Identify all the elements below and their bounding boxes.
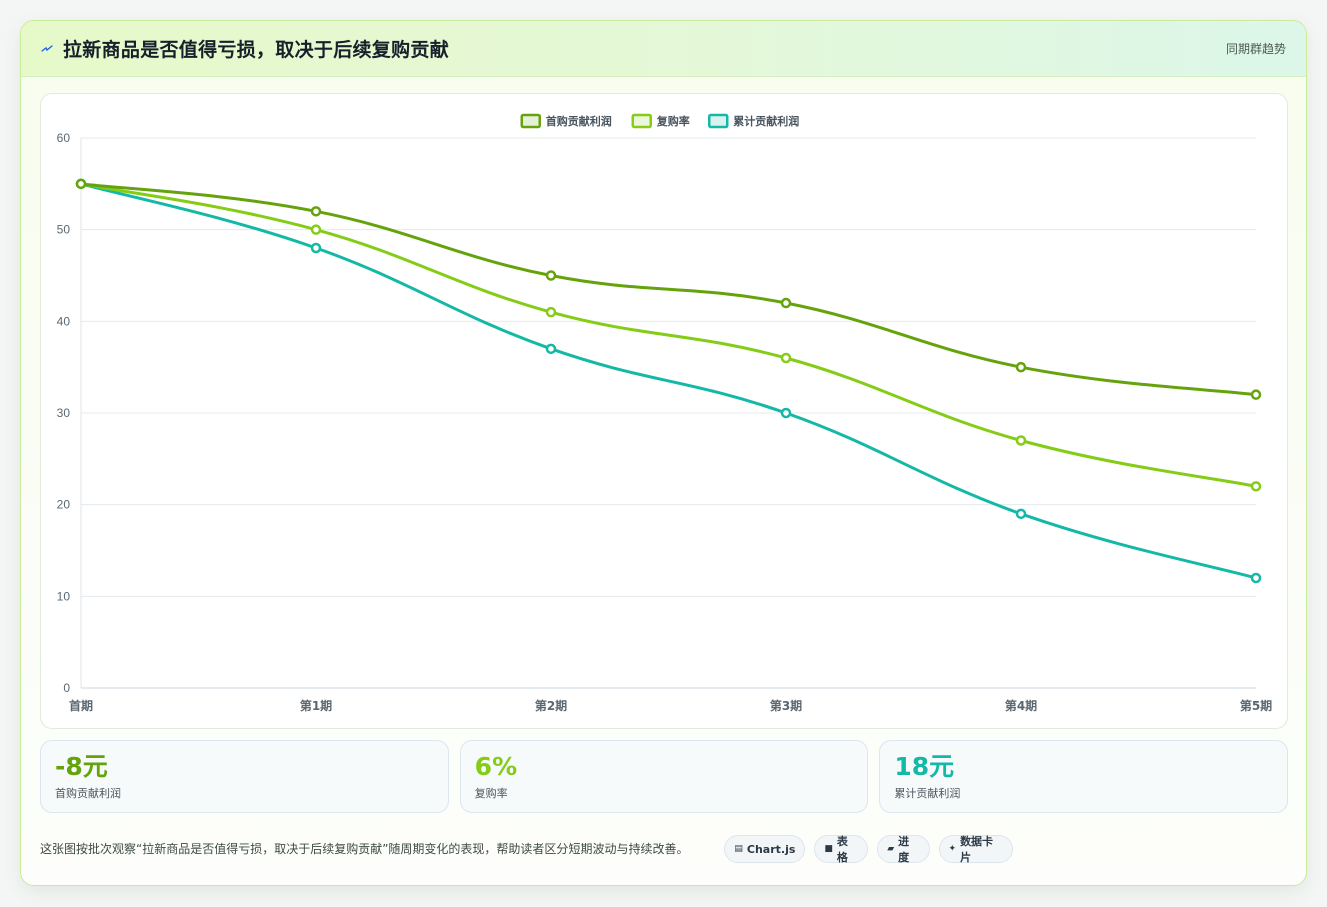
data-point[interactable] — [1015, 361, 1027, 373]
kpi-label: 累计贡献利润 — [894, 787, 961, 800]
legend-label[interactable]: 复购率 — [656, 114, 690, 128]
y-tick-label: 40 — [57, 314, 71, 328]
tag-progress[interactable]: ▰ 进度 — [877, 835, 930, 864]
page-title: 拉新商品是否值得亏损，取决于后续复购贡献 — [63, 39, 450, 61]
data-point[interactable] — [75, 178, 87, 190]
tag-label: 表格 — [836, 835, 848, 864]
series-line — [79, 182, 1258, 397]
data-point[interactable] — [1250, 481, 1262, 492]
card-footer: 这张图按批次观察“拉新商品是否值得亏损，取决于后续复购贡献”随周期变化的表现，帮… — [40, 829, 1288, 869]
legend-swatch[interactable] — [631, 113, 652, 129]
series-line — [79, 182, 1258, 488]
lightning-icon — [41, 44, 53, 52]
kpi-row: -8元 首购贡献利润 6% 复购率 18元 累计贡献利润 — [40, 740, 1289, 813]
kpi-label: 首购贡献利润 — [55, 787, 121, 800]
y-tick-label: 60 — [57, 131, 71, 145]
legend-label[interactable]: 累计贡献利润 — [733, 114, 799, 128]
chart-icon: ▤ — [734, 844, 743, 854]
kpi-label: 复购率 — [474, 787, 508, 800]
legend-label[interactable]: 首购贡献利润 — [546, 114, 612, 128]
kpi-value: 6% — [474, 752, 518, 781]
sparkle-icon: ✦ — [948, 844, 957, 854]
y-tick-label: 20 — [57, 498, 71, 512]
card-header: 拉新商品是否值得亏损，取决于后续复购贡献 同期群趋势 — [21, 21, 1306, 77]
data-point[interactable] — [545, 270, 557, 281]
kpi-card-repurchase-rate: 6% 复购率 — [459, 740, 869, 813]
kpi-value: -8元 — [55, 752, 108, 781]
kpi-card-first-purchase-profit: -8元 首购贡献利润 — [40, 740, 449, 813]
data-point[interactable] — [310, 206, 322, 217]
tag-table[interactable]: ■ 表格 — [814, 835, 869, 864]
chart-card: 拉新商品是否值得亏损，取决于后续复购贡献 同期群趋势 0 10 20 30 40 50 60… — [20, 20, 1307, 886]
legend-swatch[interactable] — [520, 113, 541, 129]
y-tick-label: 0 — [63, 681, 70, 695]
data-point[interactable] — [780, 352, 792, 364]
tag-label: 数据卡片 — [960, 835, 994, 864]
tag-chartjs[interactable]: ▤ Chart.js — [724, 835, 806, 863]
y-tick-label: 10 — [57, 589, 71, 603]
table-icon: ■ — [824, 844, 833, 854]
title-wrap: 拉新商品是否值得亏损，取决于后续复购贡献 — [41, 35, 449, 62]
x-tick-label: 第4期 — [1005, 698, 1037, 713]
cohort-trend-link[interactable]: 同期群趋势 — [1225, 42, 1286, 56]
legend-swatch[interactable] — [708, 113, 729, 129]
kpi-card-cumulative-profit: 18元 累计贡献利润 — [879, 740, 1289, 813]
data-point[interactable] — [310, 242, 322, 254]
series-line — [79, 182, 1258, 580]
data-point[interactable] — [1015, 435, 1027, 446]
data-point[interactable] — [780, 407, 792, 419]
line-chart: 0 10 20 30 40 50 60 首期 第1期 第2期 第3期 第4期 第5期 首购贡献利润 复购率 累… — [57, 113, 1272, 713]
kpi-value: 18元 — [894, 752, 955, 781]
data-point[interactable] — [1250, 389, 1262, 400]
x-tick-label: 第3期 — [770, 698, 802, 713]
data-point[interactable] — [310, 224, 322, 235]
x-tick-label: 第2期 — [535, 698, 567, 713]
data-point[interactable] — [1250, 572, 1262, 584]
x-tick-label: 首期 — [69, 698, 93, 713]
line-chart-panel: 0 10 20 30 40 50 60 首期 第1期 第2期 第3期 第4期 第5期 首购贡献利润 复购率 累… — [40, 93, 1288, 729]
progress-icon: ▰ — [887, 844, 895, 854]
tag-label: Chart.js — [746, 842, 796, 856]
data-point[interactable] — [545, 343, 557, 355]
tag-label: 进度 — [898, 835, 910, 864]
chart-description: 这张图按批次观察“拉新商品是否值得亏损，取决于后续复购贡献”随周期变化的表现，帮… — [40, 842, 689, 856]
tag-data-card[interactable]: ✦ 数据卡片 — [938, 835, 1013, 864]
x-tick-label: 第5期 — [1240, 698, 1272, 713]
tag-list: ▤ Chart.js ■ 表格 ▰ 进度 ✦ 数据卡片 — [724, 835, 1013, 864]
y-tick-label: 30 — [57, 406, 71, 420]
data-point[interactable] — [545, 306, 557, 318]
data-point[interactable] — [1015, 508, 1027, 520]
x-tick-label: 第1期 — [300, 698, 332, 713]
data-point[interactable] — [780, 297, 792, 309]
y-tick-label: 50 — [57, 223, 71, 237]
